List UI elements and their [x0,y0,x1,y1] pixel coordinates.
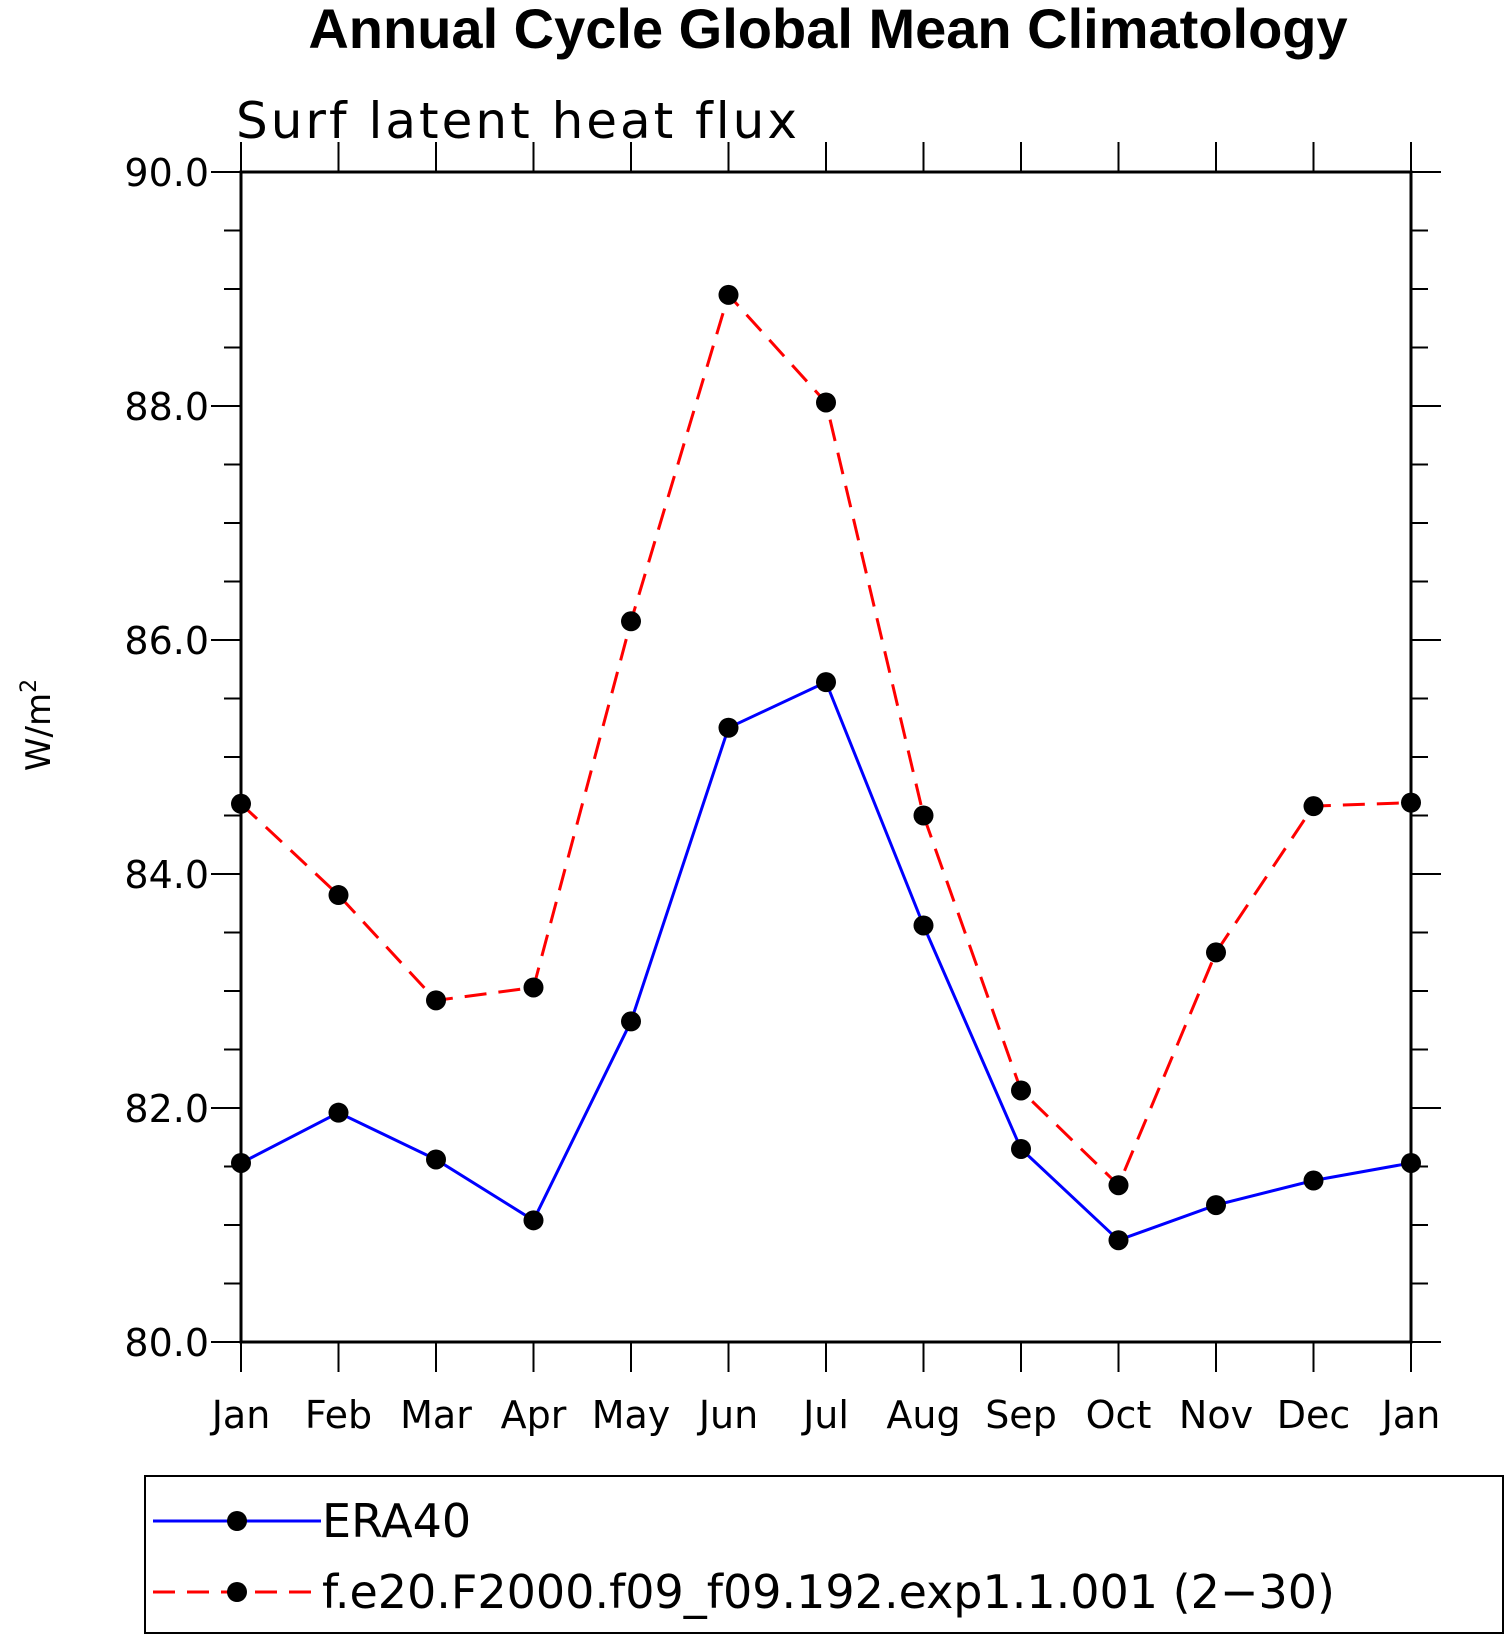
y-tick-label: 90.0 [124,151,209,195]
data-point-series-0 [1011,1138,1031,1159]
series-layer [231,284,1421,1251]
x-tick-label: May [592,1393,671,1437]
axes: 80.0 82.0 84.0 86.0 88.0 90.0 Jan Feb Mar Apr May J… [124,142,1441,1437]
data-point-series-1 [718,284,739,305]
x-tick-label: Nov [1179,1393,1253,1437]
x-tick-label: Jul [801,1393,849,1437]
x-tick-label: Aug [886,1393,960,1437]
data-point-series-0 [1401,1152,1421,1173]
data-point-series-1 [621,611,641,632]
data-point-series-0 [1108,1230,1129,1251]
y-axis-label: W/m2 [17,679,59,771]
data-point-series-1 [913,805,934,826]
y-tick-label: 82.0 [124,1087,209,1131]
legend-marker-model [227,1582,247,1602]
x-tick-label: Sep [985,1393,1057,1437]
data-point-series-1 [231,793,251,814]
series-line-1 [239,291,1412,1188]
x-tick-label: Oct [1086,1393,1152,1437]
x-tick-label: Feb [305,1393,372,1437]
data-point-series-1 [328,885,349,906]
y-tick-label: 80.0 [124,1321,209,1365]
y-axis-label-text: W/m [19,693,59,771]
data-point-series-1 [523,977,544,998]
data-point-series-0 [328,1102,349,1123]
chart-title: Annual Cycle Global Mean Climatology [308,0,1347,60]
y-tick-label: 88.0 [124,385,209,429]
x-tick-label: Jun [697,1393,758,1437]
data-point-series-0 [718,717,739,738]
data-point-series-0 [1206,1195,1226,1216]
legend-label-model: f.e20.F2000.f09_f09.192.exp1.1.001 (2−30… [322,1565,1335,1619]
data-point-series-0 [816,672,836,693]
x-tick-label: Apr [501,1393,567,1437]
data-point-series-0 [621,1011,641,1032]
y-axis-label-superscript: 2 [17,679,42,693]
data-point-series-0 [1303,1170,1324,1191]
data-point-series-0 [913,915,934,936]
plot-frame [239,170,1413,1344]
legend-label-era40: ERA40 [322,1494,471,1548]
data-point-series-1 [1206,942,1226,963]
series-line-0 [240,680,1412,1242]
data-point-series-0 [231,1152,251,1173]
legend-box [144,1475,1504,1634]
data-point-series-1 [1401,792,1421,813]
x-tick-label: Jan [1380,1393,1441,1437]
x-tick-label: Jan [210,1393,271,1437]
legend: ERA40 f.e20.F2000.f09_f09.192.exp1.1.001… [144,1475,1504,1634]
y-tick-label: 86.0 [124,619,209,663]
data-point-series-1 [816,392,836,413]
data-point-series-1 [1108,1175,1129,1196]
data-point-series-1 [1011,1080,1031,1101]
y-tick-label: 84.0 [124,853,209,897]
data-point-series-1 [426,990,446,1011]
chart-subtitle: Surf latent heat flux [236,92,800,150]
data-point-series-0 [523,1210,544,1231]
data-point-series-0 [426,1149,446,1170]
x-tick-label: Mar [400,1393,472,1437]
legend-marker-era40 [227,1511,247,1531]
x-tick-label: Dec [1277,1393,1351,1437]
data-point-series-1 [1303,796,1324,817]
